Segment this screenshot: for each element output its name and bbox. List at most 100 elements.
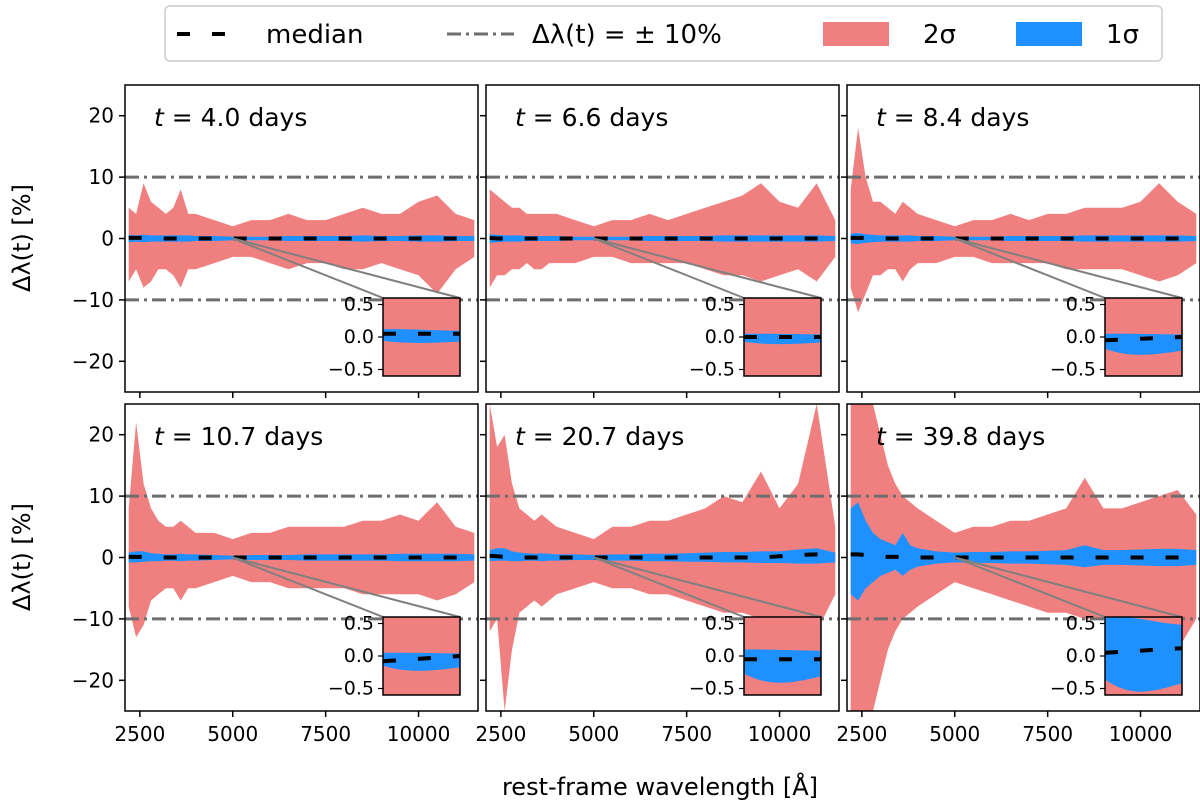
inset-y-tick-label: 0.0 — [344, 326, 374, 348]
panel-time-value: 10.7 days — [201, 422, 324, 451]
inset-connector — [232, 556, 461, 618]
inset-connector — [954, 556, 1106, 618]
panel-time-label: t = 8.4 days — [876, 103, 1029, 132]
inset-median-line — [1104, 646, 1183, 655]
panel-6: t = 39.8 days 2500 5000 7500 10000 −0.5 0.0 0.5 — [836, 403, 1200, 746]
y-tick-label: −20 — [72, 668, 114, 692]
inset: −0.5 0.0 0.5 — [1050, 613, 1183, 700]
panel-time-label: t = 20.7 days — [515, 422, 684, 451]
one-sigma-band — [850, 502, 1197, 601]
one-sigma-band — [489, 548, 836, 564]
inset-y-tick-label: 0.0 — [1066, 645, 1096, 667]
plot-area — [125, 422, 478, 638]
panel-time-prefix: t = — [515, 422, 562, 451]
inset-y-tick-label: 0.0 — [705, 645, 735, 667]
panel-time-prefix: t = — [876, 103, 923, 132]
inset: −0.5 0.0 0.5 — [328, 294, 461, 381]
panel-2: t = 6.6 days −0.5 0.0 0.5 — [480, 84, 840, 398]
y-tick-label: 20 — [89, 104, 114, 128]
y-tick-label: 20 — [89, 423, 114, 447]
two-sigma-band — [489, 183, 836, 288]
one-sigma-band — [128, 234, 475, 243]
inset-one-sigma-band — [383, 652, 460, 671]
panel-4: t = 10.7 days −20 −10 0 10 20 2500 5000 7500 1000… — [72, 403, 479, 746]
y-tick-label: 0 — [101, 546, 114, 570]
inset: −0.5 0.0 0.5 — [328, 613, 461, 700]
legend: median Δλ(t) = ± 10% 2σ 1σ — [164, 5, 1163, 62]
panel-3: t = 8.4 days −0.5 0.0 0.5 — [841, 84, 1200, 398]
y-tick-label: 10 — [89, 484, 114, 508]
inset-one-sigma-band — [744, 649, 821, 683]
inset-y-tick-label: −0.5 — [1050, 678, 1096, 700]
inset-connector — [954, 556, 1183, 618]
inset-y-tick-label: 0.5 — [1066, 613, 1096, 635]
legend-two-sigma-swatch — [823, 22, 889, 46]
inset-connector — [232, 556, 384, 618]
inset-connector — [593, 556, 745, 618]
x-tick-label: 10000 — [1109, 722, 1173, 746]
inset: −0.5 0.0 0.5 — [689, 294, 822, 381]
one-sigma-band — [850, 233, 1197, 244]
inset-connector — [954, 237, 1106, 299]
legend-frame — [164, 5, 1163, 62]
x-tick-label: 2500 — [475, 722, 526, 746]
panel-time-label: t = 39.8 days — [876, 422, 1045, 451]
plot-area — [125, 175, 478, 302]
panel-time-prefix: t = — [515, 103, 562, 132]
x-tick-label: 5000 — [568, 722, 619, 746]
inset-one-sigma-band — [383, 329, 460, 343]
x-tick-label: 7500 — [300, 722, 351, 746]
legend-one-sigma-swatch — [1016, 22, 1082, 46]
two-sigma-band — [128, 422, 475, 638]
plot-area — [847, 404, 1200, 711]
plot-area — [847, 128, 1200, 313]
inset-median-line — [382, 654, 461, 664]
panel-time-label: t = 10.7 days — [154, 422, 323, 451]
panel-time-label: t = 6.6 days — [515, 103, 668, 132]
inset-y-tick-label: 0.5 — [344, 613, 374, 635]
legend-threshold-label: Δλ(t) = ± 10% — [532, 20, 722, 50]
y-axis-label-top: Δλ(t) [%] — [8, 184, 36, 292]
panel-time-prefix: t = — [154, 103, 201, 132]
one-sigma-band — [489, 234, 836, 243]
legend-median-label: median — [266, 20, 363, 50]
x-tick-label: 2500 — [114, 722, 165, 746]
inset: −0.5 0.0 0.5 — [689, 613, 822, 700]
inset-connector — [593, 237, 745, 299]
inset-connector — [593, 556, 822, 618]
x-tick-label: 10000 — [748, 722, 812, 746]
inset-y-tick-label: 0.0 — [705, 326, 735, 348]
inset-y-tick-label: −0.5 — [328, 359, 374, 381]
legend-two-sigma-label: 2σ — [923, 20, 956, 50]
inset-y-tick-label: 0.5 — [344, 294, 374, 316]
inset-connector — [232, 237, 461, 299]
plot-area — [486, 175, 839, 302]
x-tick-label: 7500 — [661, 722, 712, 746]
inset-connector — [954, 237, 1183, 299]
inset-y-tick-label: 0.5 — [705, 613, 735, 635]
inset-y-tick-label: −0.5 — [328, 678, 374, 700]
panel-time-value: 20.7 days — [562, 422, 685, 451]
inset-one-sigma-band — [1105, 333, 1182, 355]
inset-y-tick-label: 0.0 — [1066, 326, 1096, 348]
one-sigma-band — [128, 551, 475, 563]
two-sigma-band — [850, 128, 1197, 313]
inset-one-sigma-band — [1105, 616, 1182, 692]
x-tick-label: 2500 — [836, 722, 887, 746]
inset-y-tick-label: 0.0 — [344, 645, 374, 667]
inset-y-tick-label: −0.5 — [1050, 359, 1096, 381]
panel-time-value: 39.8 days — [923, 422, 1046, 451]
x-tick-label: 5000 — [207, 722, 258, 746]
plot-area — [486, 404, 839, 711]
y-tick-label: −20 — [72, 349, 114, 373]
inset-connector — [593, 237, 822, 299]
panel-time-prefix: t = — [154, 422, 201, 451]
panel-time-label: t = 4.0 days — [154, 103, 307, 132]
y-tick-label: −10 — [72, 607, 114, 631]
inset-y-tick-label: −0.5 — [689, 359, 735, 381]
inset-y-tick-label: 0.5 — [705, 294, 735, 316]
x-axis-label: rest-frame wavelength [Å] — [502, 772, 818, 801]
legend-one-sigma-label: 1σ — [1106, 20, 1139, 50]
